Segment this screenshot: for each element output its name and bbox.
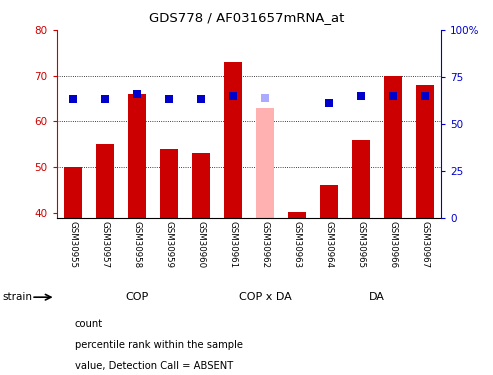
Text: GSM30958: GSM30958 <box>132 220 141 268</box>
Text: GSM30960: GSM30960 <box>196 220 206 268</box>
Text: percentile rank within the sample: percentile rank within the sample <box>75 340 243 350</box>
Bar <box>96 144 113 218</box>
Text: COP: COP <box>125 292 148 302</box>
Text: GSM30959: GSM30959 <box>164 220 174 268</box>
Text: GSM30961: GSM30961 <box>228 220 238 268</box>
Bar <box>192 153 210 218</box>
Bar <box>128 94 145 218</box>
Bar <box>160 149 177 217</box>
Text: COP x DA: COP x DA <box>239 292 291 302</box>
Bar <box>385 76 402 217</box>
Bar <box>352 140 370 218</box>
Text: GSM30957: GSM30957 <box>100 220 109 268</box>
Bar <box>256 108 274 218</box>
Text: strain: strain <box>2 292 33 302</box>
Bar <box>417 85 434 218</box>
Text: GSM30965: GSM30965 <box>356 220 366 268</box>
Bar <box>320 186 338 218</box>
Text: GSM30955: GSM30955 <box>68 220 77 268</box>
Bar <box>64 167 81 217</box>
Text: GSM30966: GSM30966 <box>388 220 398 268</box>
Bar <box>288 211 306 217</box>
Text: GDS778 / AF031657mRNA_at: GDS778 / AF031657mRNA_at <box>149 11 344 24</box>
Text: count: count <box>75 320 103 329</box>
Text: DA: DA <box>369 292 385 302</box>
Bar <box>224 62 242 217</box>
Text: GSM30962: GSM30962 <box>260 220 270 268</box>
Text: GSM30967: GSM30967 <box>421 220 430 268</box>
Text: value, Detection Call = ABSENT: value, Detection Call = ABSENT <box>75 361 233 370</box>
Text: GSM30964: GSM30964 <box>324 220 334 268</box>
Text: GSM30963: GSM30963 <box>292 220 302 268</box>
